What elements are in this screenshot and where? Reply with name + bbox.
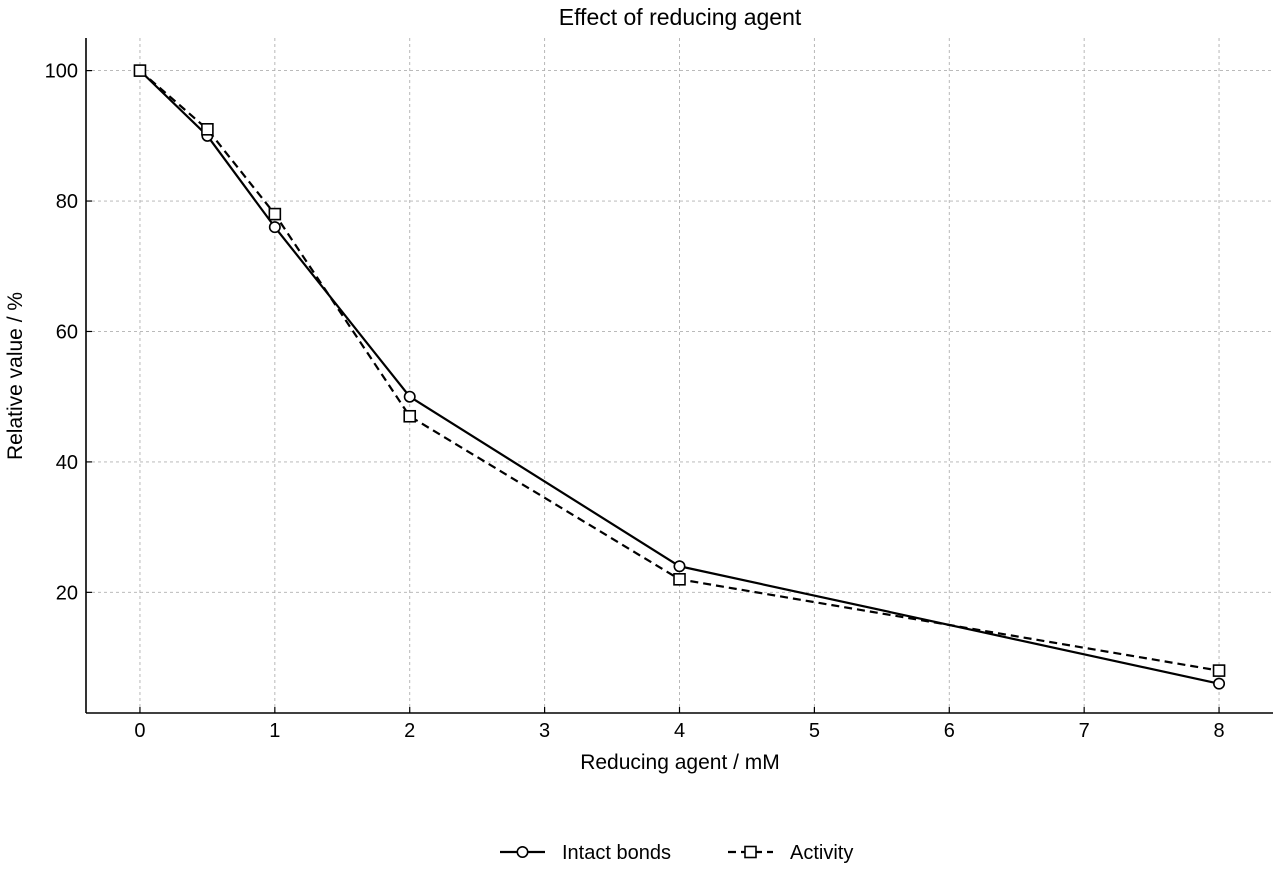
data-point [1212,664,1226,677]
x-tick-label: 8 [1213,720,1224,742]
data-point [673,560,686,573]
x-axis-label: Reducing agent / mM [580,751,780,774]
data-point [133,64,147,77]
x-tick-label: 2 [404,720,415,742]
data-point [673,573,686,586]
data-point [403,409,417,423]
x-tick-label: 4 [674,720,685,742]
data-point [268,221,281,234]
series [133,64,1226,690]
legend-item-activity: Activity [728,842,853,864]
legend-label: Activity [790,842,853,864]
x-tick-label: 0 [134,720,145,742]
legend-marker [516,845,529,858]
data-point [201,123,214,136]
series-line [139,69,1220,672]
x-tick-label: 6 [944,720,955,742]
data-point [403,390,416,403]
data-point [268,207,282,221]
x-tick-label: 5 [809,720,820,742]
y-tick-label: 80 [56,191,78,213]
y-tick-label: 60 [56,321,78,343]
legend-marker [744,845,757,859]
y-axis-label: Relative value / % [4,292,27,460]
x-tick-label: 3 [539,720,550,742]
y-tick-label: 100 [45,61,78,83]
series-line [139,69,1220,685]
x-tick-label: 1 [269,720,280,742]
ticks: 0 1 2 3 4 5 6 7 8 20 40 60 80 100 [45,61,1225,742]
x-tick-label: 7 [1079,720,1090,742]
data-point [1213,677,1226,690]
chart-title: Effect of reducing agent [559,4,802,30]
legend-item-intact-bonds: Intact bonds [500,842,671,864]
series-activity [133,64,1226,677]
y-tick-label: 40 [56,452,78,474]
grid [86,38,1273,713]
legend-label: Intact bonds [562,842,671,864]
y-tick-label: 20 [56,582,78,604]
legend: Intact bonds Activity [500,842,853,864]
